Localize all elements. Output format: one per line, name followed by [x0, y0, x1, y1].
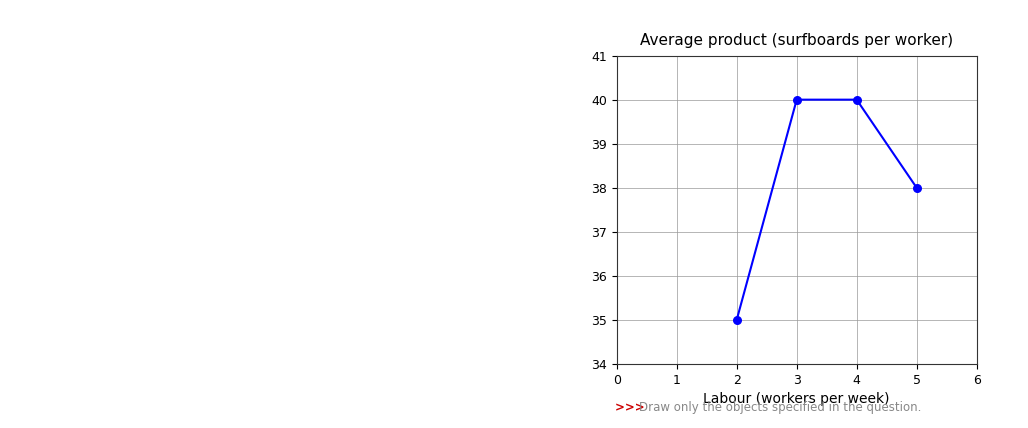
Point: [909, 184, 925, 191]
X-axis label: Labour (workers per week): Labour (workers per week): [703, 392, 890, 406]
Point: [729, 316, 745, 323]
Text: >>>: >>>: [615, 401, 649, 414]
Text: Draw only the objects specified in the question.: Draw only the objects specified in the q…: [639, 401, 922, 414]
Title: Average product (surfboards per worker): Average product (surfboards per worker): [640, 33, 953, 48]
Point: [788, 96, 805, 103]
Point: [848, 96, 865, 103]
